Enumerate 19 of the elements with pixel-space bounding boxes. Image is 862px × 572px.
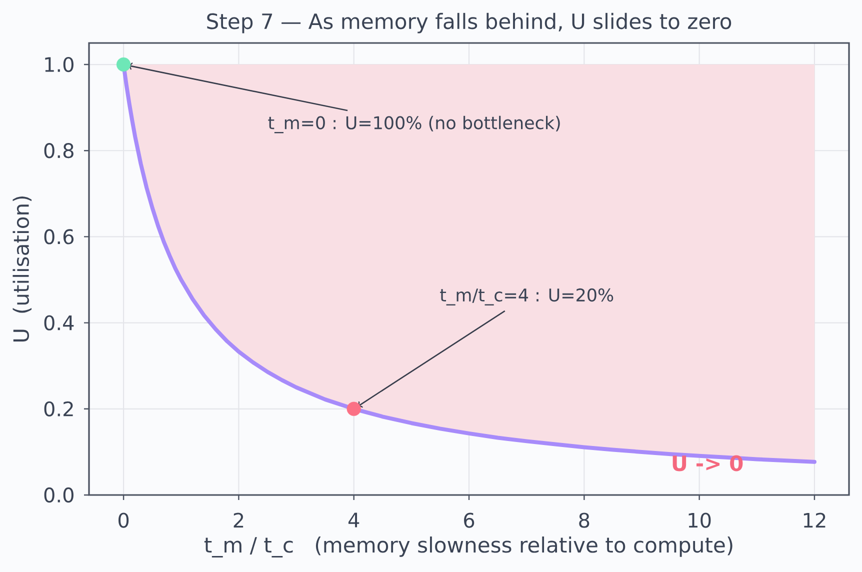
chart-title: Step 7 — As memory falls behind, U slides to zero bbox=[207, 12, 732, 34]
y-axis-title: U (utilisation) bbox=[12, 196, 32, 342]
x-tick-label: 0 bbox=[118, 512, 129, 528]
x-tick-label: 8 bbox=[579, 512, 590, 528]
y-tick-label: 0.4 bbox=[44, 315, 74, 330]
annotation: U -> 0 bbox=[672, 455, 743, 472]
y-tick-label: 0.2 bbox=[44, 401, 73, 416]
x-tick-label: 2 bbox=[234, 512, 244, 528]
y-tick-label: 1.0 bbox=[45, 56, 74, 72]
y-tick-label: 0.0 bbox=[44, 487, 74, 503]
annotation: t_m=0 : U=100% (no bottleneck) bbox=[268, 116, 560, 134]
x-tick-label: 4 bbox=[348, 512, 360, 528]
x-tick-label: 12 bbox=[804, 512, 826, 528]
annotation: t_m/t_c=4 : U=20% bbox=[440, 288, 614, 306]
y-tick-label: 0.6 bbox=[44, 229, 74, 244]
x-axis-title: t_m / t_c (memory slowness relative to compute) bbox=[204, 536, 732, 558]
y-tick-label: 0.8 bbox=[44, 143, 74, 158]
x-tick-label: 10 bbox=[688, 512, 711, 528]
x-tick-label: 6 bbox=[464, 512, 474, 528]
